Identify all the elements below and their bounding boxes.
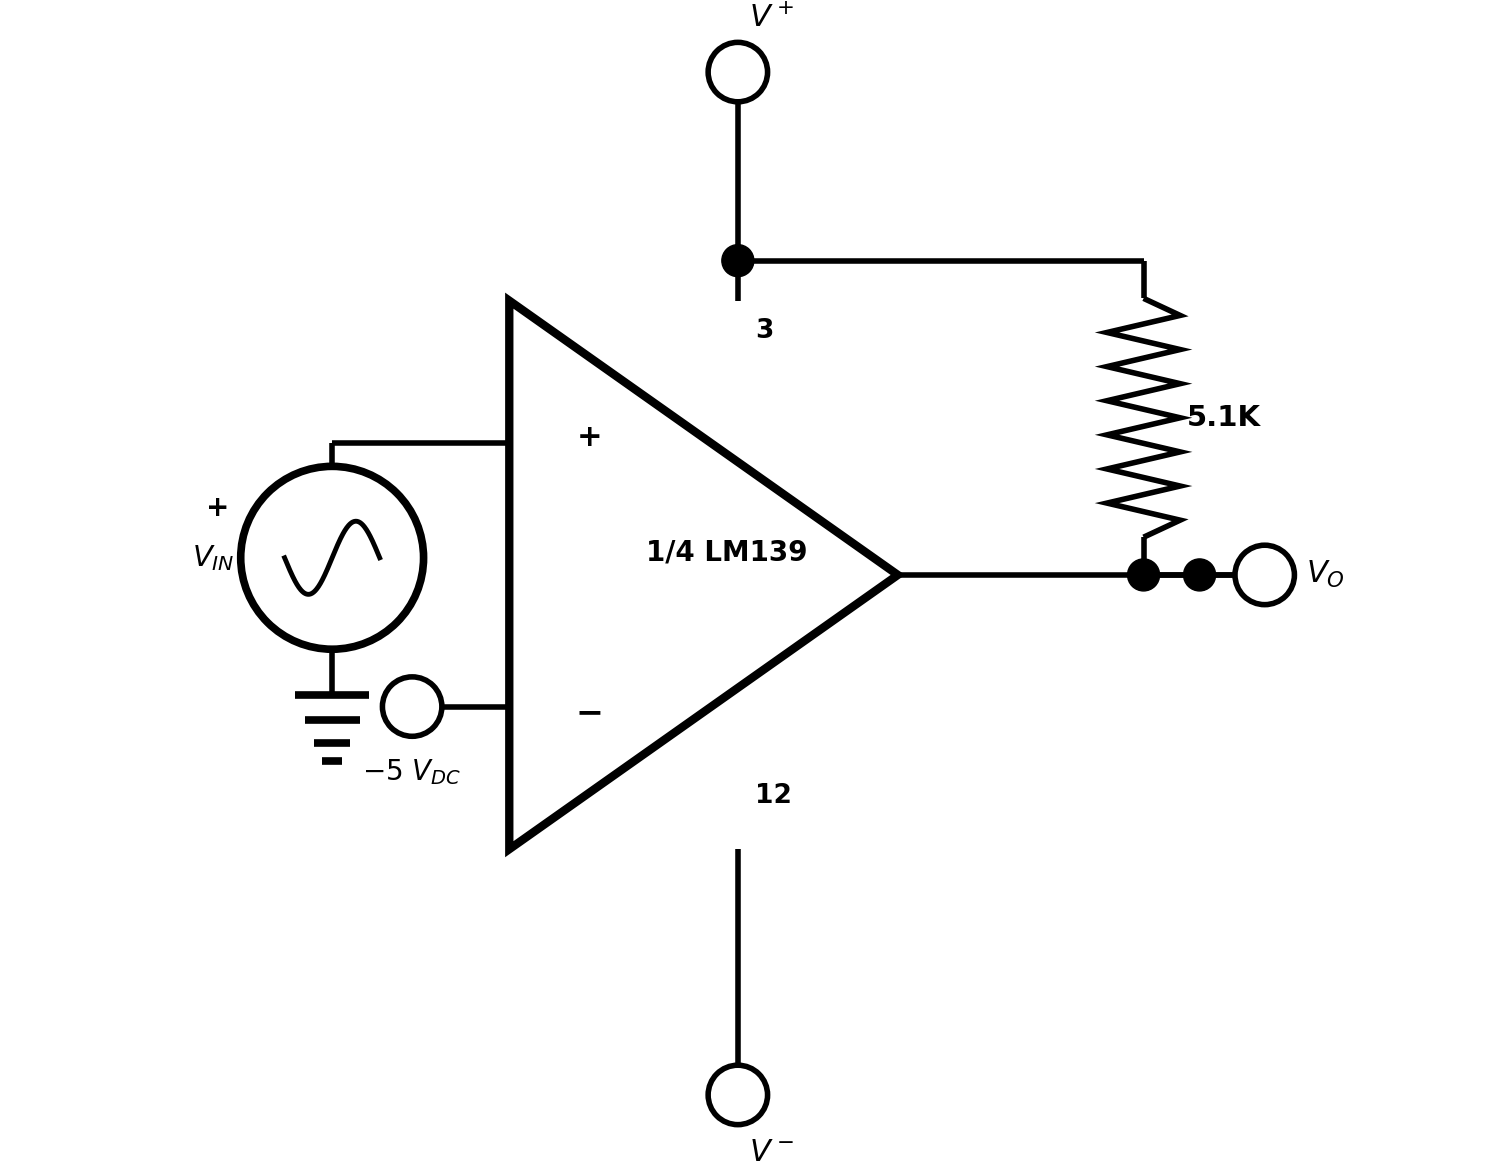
Circle shape	[1184, 559, 1216, 591]
Text: $V_{IN}$: $V_{IN}$	[192, 542, 236, 573]
Circle shape	[240, 466, 424, 649]
Text: +: +	[577, 423, 602, 452]
Circle shape	[1128, 559, 1160, 591]
Text: −: −	[575, 696, 604, 729]
Text: 12: 12	[755, 783, 791, 809]
Text: $V_O$: $V_O$	[1306, 559, 1345, 591]
Text: $V^-$: $V^-$	[749, 1139, 794, 1167]
Circle shape	[722, 244, 753, 277]
Circle shape	[1235, 545, 1294, 605]
Circle shape	[708, 1065, 767, 1125]
Text: $V^+$: $V^+$	[749, 4, 794, 33]
Circle shape	[708, 42, 767, 102]
Text: 3: 3	[755, 318, 773, 344]
Circle shape	[382, 677, 442, 736]
Text: 1/4 LM139: 1/4 LM139	[646, 538, 808, 566]
Text: $-5\ V_{DC}$: $-5\ V_{DC}$	[362, 757, 462, 787]
Text: 5.1K: 5.1K	[1187, 404, 1261, 432]
Text: +: +	[207, 493, 230, 521]
